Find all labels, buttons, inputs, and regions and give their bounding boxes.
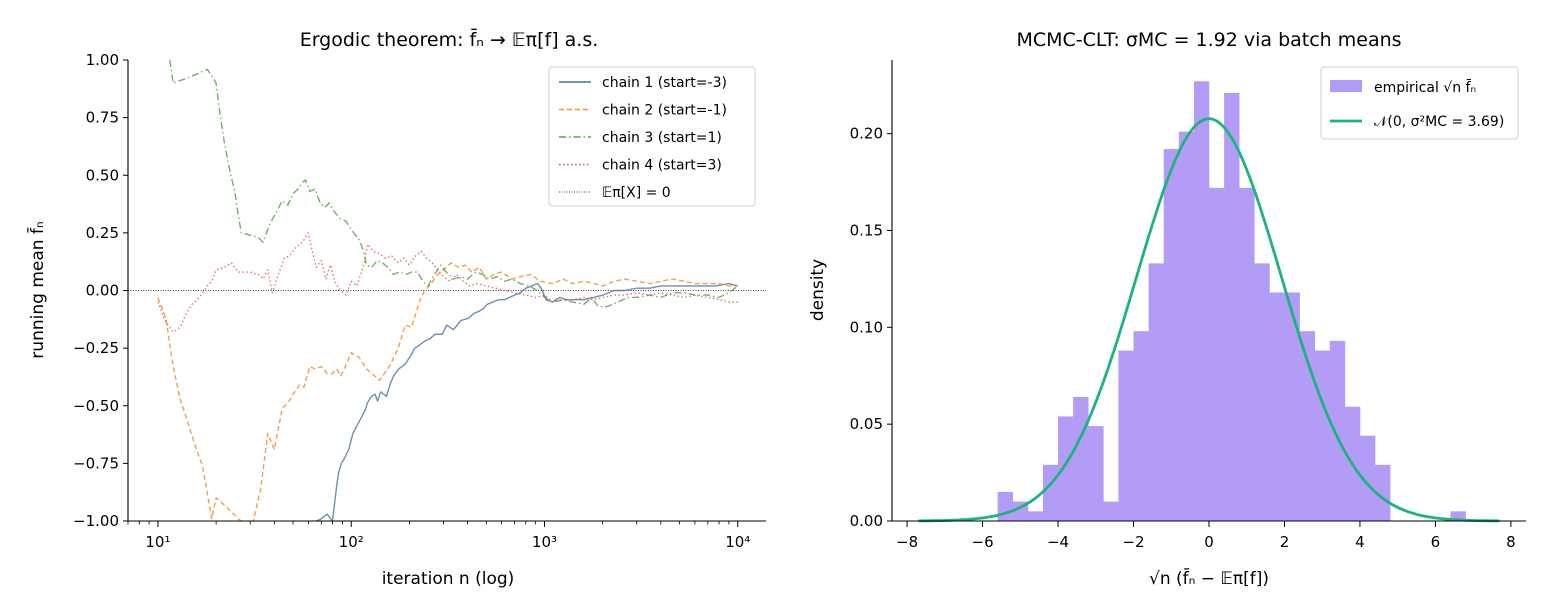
histogram-bar bbox=[1118, 350, 1134, 521]
histogram-bar bbox=[1375, 464, 1391, 521]
ergodic-series-3 bbox=[169, 60, 739, 308]
histogram-bar bbox=[1178, 131, 1195, 522]
ergodic-y-tick-label: 1.00 bbox=[86, 51, 119, 69]
clt-x-tick-label: −8 bbox=[896, 533, 918, 551]
clt-x-tick-label: 6 bbox=[1431, 533, 1441, 551]
clt-x-tick-label: 2 bbox=[1280, 533, 1290, 551]
clt-legend: empirical √n f̄ₙ 𝒩(0, σ²MC = 3.69) bbox=[1320, 66, 1519, 140]
histogram-bar bbox=[1450, 511, 1466, 521]
histogram-bar bbox=[1299, 331, 1315, 521]
histogram-bar bbox=[1314, 350, 1331, 521]
ergodic-chart-panel: Ergodic theorem: f̄ₙ → 𝔼π[f] a.s. −1.00−… bbox=[26, 27, 766, 589]
ergodic-legend-label: chain 3 (start=1) bbox=[602, 130, 722, 146]
histogram-bar bbox=[1193, 81, 1210, 521]
ergodic-y-tick-label: −0.25 bbox=[73, 339, 119, 357]
clt-y-tick-label: 0.20 bbox=[850, 125, 883, 143]
clt-x-tick-label: −4 bbox=[1047, 533, 1069, 551]
histogram-bar bbox=[1133, 331, 1149, 521]
histogram-bar bbox=[1239, 187, 1255, 521]
clt-chart-title: MCMC-CLT: σMC = 1.92 via batch means bbox=[1016, 29, 1401, 51]
clt-y-tick-label: 0.00 bbox=[850, 512, 883, 530]
ergodic-x-axis-label: iteration n (log) bbox=[382, 569, 515, 589]
ergodic-x-tick-label: 10³ bbox=[532, 533, 557, 551]
ergodic-y-tick-label: 0.75 bbox=[86, 109, 119, 127]
histogram-bar bbox=[1209, 187, 1225, 521]
histogram-bar bbox=[1042, 464, 1059, 521]
histogram-bar bbox=[1027, 511, 1044, 521]
histogram-bar bbox=[1224, 92, 1240, 522]
ergodic-plot-area: −1.00 −0.75 −0.50 −0.25 0.00 0.25 0.50 0.75 1.00… bbox=[73, 51, 766, 551]
clt-chart-panel: MCMC-CLT: σMC = 1.92 via batch means 0.0… bbox=[808, 29, 1526, 589]
ergodic-y-tick-label: 0.50 bbox=[86, 166, 119, 184]
histogram-bar bbox=[1163, 149, 1180, 521]
ergodic-legend-label: 𝔼π[X] = 0 bbox=[602, 185, 671, 201]
histogram-bar bbox=[997, 491, 1014, 521]
ergodic-chart-title: Ergodic theorem: f̄ₙ → 𝔼π[f] a.s. bbox=[300, 27, 599, 51]
ergodic-y-tick-label: −1.00 bbox=[73, 512, 119, 530]
ergodic-legend-box bbox=[548, 66, 756, 207]
ergodic-x-tick-label: 10⁴ bbox=[725, 533, 750, 551]
clt-x-axis-label: √n (f̄ₙ − 𝔼π[f]) bbox=[1149, 567, 1269, 589]
histogram-bar bbox=[1359, 435, 1376, 521]
histogram-bar bbox=[1269, 292, 1285, 521]
histogram-bar bbox=[1329, 340, 1346, 521]
ergodic-y-tick-label: 0.25 bbox=[86, 224, 119, 242]
histogram-bar bbox=[1073, 397, 1089, 521]
ergodic-legend: chain 1 (start=-3) chain 2 (start=-1) chai… bbox=[548, 66, 756, 207]
histogram-bar bbox=[1103, 501, 1119, 521]
histogram-bar bbox=[1058, 416, 1074, 521]
clt-y-tick-label: 0.05 bbox=[850, 415, 883, 433]
normal-density-curve bbox=[918, 117, 1500, 523]
clt-x-tick-label: 0 bbox=[1204, 533, 1214, 551]
histogram-bar bbox=[1254, 263, 1270, 521]
clt-x-tick-label: 4 bbox=[1355, 533, 1365, 551]
clt-x-tick-label: −2 bbox=[1122, 533, 1144, 551]
clt-y-tick-label: 0.15 bbox=[850, 221, 883, 239]
clt-x-tick-label: −6 bbox=[972, 533, 994, 551]
ergodic-x-tick-label: 10² bbox=[339, 533, 364, 551]
ergodic-legend-label: chain 1 (start=-3) bbox=[602, 75, 727, 91]
histogram-bar bbox=[1284, 292, 1300, 521]
clt-legend-label: 𝒩(0, σ²MC = 3.69) bbox=[1374, 114, 1504, 130]
clt-legend-label: empirical √n f̄ₙ bbox=[1374, 78, 1476, 96]
ergodic-y-tick-label: 0.00 bbox=[86, 282, 119, 300]
ergodic-x-tick-label: 10¹ bbox=[145, 533, 170, 551]
ergodic-series-2 bbox=[157, 262, 738, 521]
clt-y-axis-label: density bbox=[808, 259, 828, 321]
clt-y-tick-label: 0.10 bbox=[850, 318, 883, 336]
ergodic-series-1 bbox=[315, 282, 738, 521]
histogram-bar bbox=[1088, 426, 1104, 521]
ergodic-y-axis-label: running mean f̄ₙ bbox=[26, 221, 48, 358]
ergodic-y-tick-label: −0.75 bbox=[73, 454, 119, 472]
histogram-bar bbox=[1148, 263, 1165, 521]
ergodic-legend-label: chain 4 (start=3) bbox=[602, 158, 722, 174]
clt-legend-box bbox=[1320, 66, 1519, 140]
clt-plot-area: 0.00 0.05 0.10 0.15 0.20 −8 −6 −4 −2 0 2 4 6 8 bbox=[850, 60, 1526, 551]
clt-x-tick-label: 8 bbox=[1506, 533, 1516, 551]
clt-legend-swatch-bars bbox=[1330, 80, 1362, 92]
ergodic-legend-label: chain 2 (start=-1) bbox=[602, 103, 727, 119]
ergodic-y-tick-label: −0.50 bbox=[73, 397, 119, 415]
ergodic-series-4 bbox=[157, 232, 738, 333]
